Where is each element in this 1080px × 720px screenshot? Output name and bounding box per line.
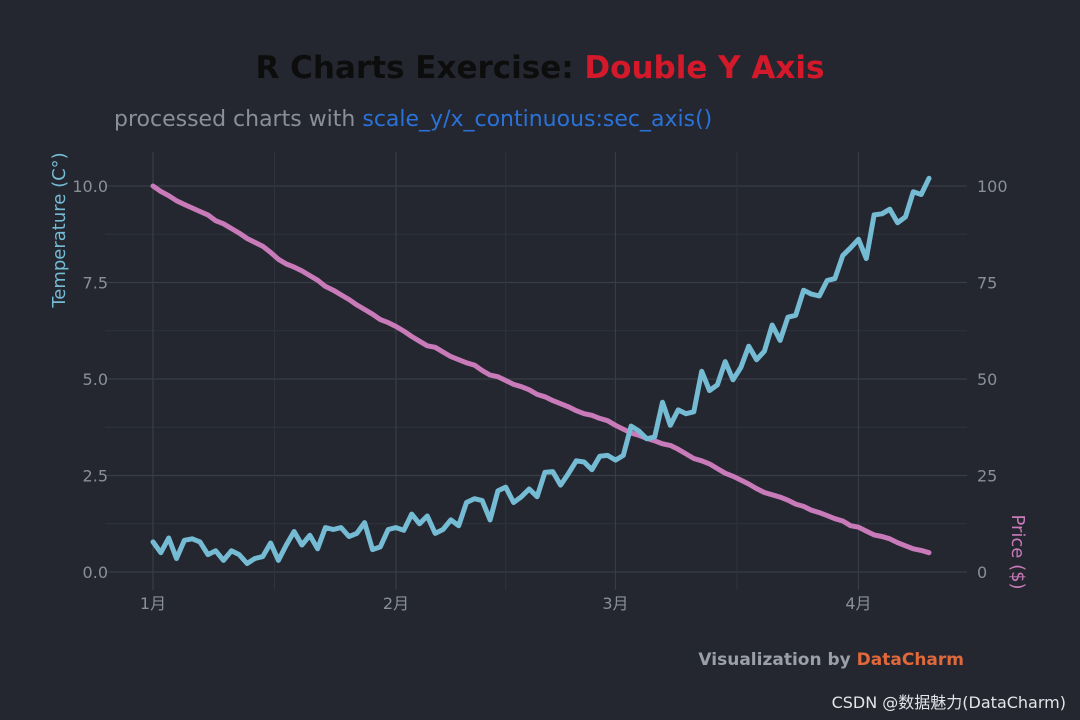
price-line: [150, 183, 932, 556]
x-tick-label: 1月: [140, 594, 166, 613]
y-left-tick-label: 0.0: [83, 563, 108, 582]
y-left-tick-label: 2.5: [83, 467, 108, 486]
y-right-tick-label: 100: [977, 177, 1008, 196]
y-right-axis: 0 25 50 75 100: [977, 177, 1008, 582]
y-left-axis-title: Temperature (C°): [49, 152, 70, 308]
series-layer: [150, 175, 932, 566]
x-axis: 1月 2月 3月 4月: [140, 594, 872, 613]
y-right-axis-title: Price ($): [1007, 514, 1028, 589]
y-left-tick-label: 10.0: [72, 177, 108, 196]
watermark: CSDN @数据魅力(DataCharm): [831, 693, 1066, 712]
x-tick-label: 3月: [602, 594, 628, 613]
chart-subtitle: processed charts with scale_y/x_continuo…: [114, 107, 712, 132]
y-left-tick-label: 5.0: [83, 370, 108, 389]
grid: [105, 152, 967, 590]
chart-title: R Charts Exercise: Double Y Axis: [256, 50, 825, 86]
title-accent: Double Y Axis: [584, 50, 824, 86]
y-right-tick-label: 25: [977, 467, 997, 486]
x-tick-label: 4月: [845, 594, 871, 613]
title-main: R Charts Exercise:: [256, 50, 585, 86]
temperature-line: [150, 175, 932, 566]
subtitle-accent: scale_y/x_continuous:sec_axis(): [362, 107, 712, 132]
caption-prefix: Visualization by: [698, 650, 856, 670]
y-left-axis: 0.0 2.5 5.0 7.5 10.0: [72, 177, 108, 582]
y-right-tick-label: 0: [977, 563, 987, 582]
y-right-tick-label: 50: [977, 370, 997, 389]
y-right-tick-label: 75: [977, 274, 997, 293]
caption-brand: DataCharm: [857, 650, 964, 670]
x-tick-label: 2月: [383, 594, 409, 613]
subtitle-main: processed charts with: [114, 107, 362, 132]
caption: Visualization by DataCharm: [698, 650, 964, 670]
y-left-tick-label: 7.5: [83, 274, 108, 293]
